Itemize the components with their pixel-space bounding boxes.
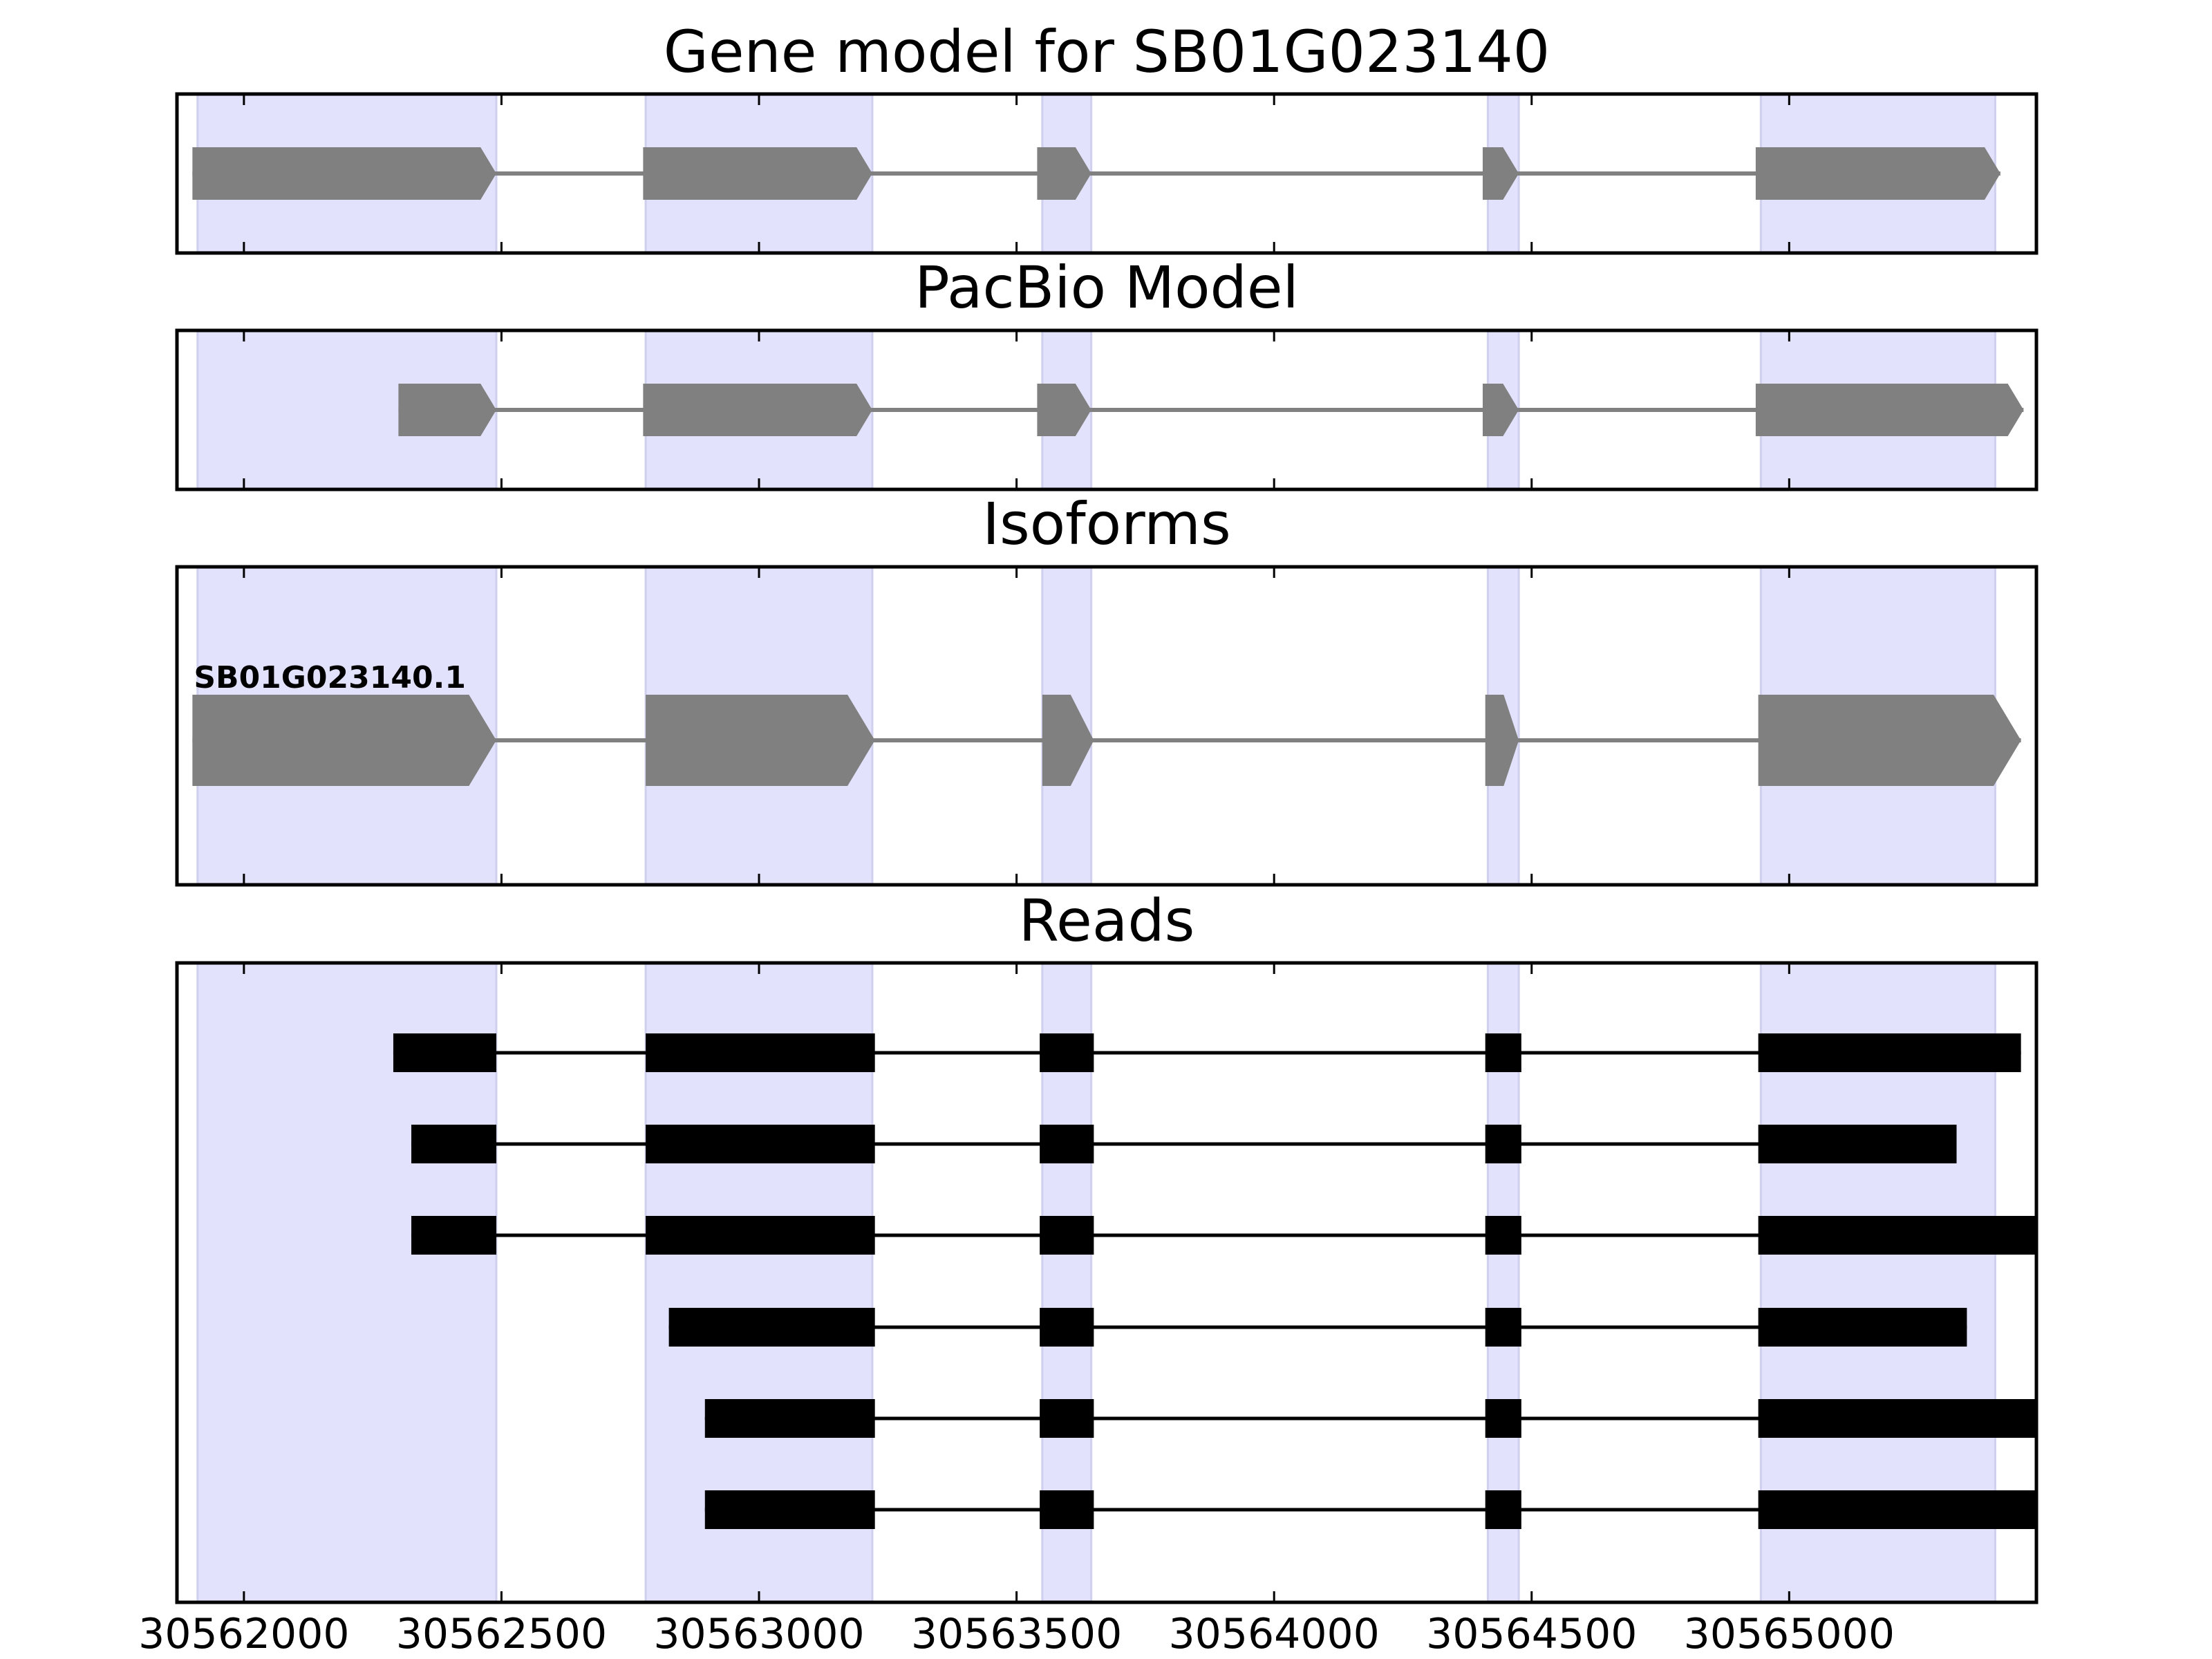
x-tick-label: 30564500 xyxy=(1426,1610,1637,1658)
exon-arrow xyxy=(1482,384,1519,436)
isoform-label: SB01G023140.1 xyxy=(194,660,466,695)
read-exon-block xyxy=(1485,1399,1521,1438)
read-exon-block xyxy=(1485,1033,1521,1072)
panel-title: PacBio Model xyxy=(915,254,1299,321)
exon-arrow xyxy=(192,147,496,200)
read-exon-block xyxy=(1485,1125,1521,1163)
exon-arrow xyxy=(192,695,496,786)
exon-arrow xyxy=(646,695,875,786)
read-exon-block xyxy=(1040,1033,1094,1072)
read-exon-block xyxy=(704,1399,875,1438)
read-track xyxy=(411,1216,2036,1255)
exon-arrow xyxy=(1037,147,1091,200)
read-track xyxy=(668,1308,1967,1347)
read-track xyxy=(393,1033,2021,1072)
read-exon-block xyxy=(704,1490,875,1529)
read-exon-block xyxy=(646,1216,875,1255)
read-exon-block xyxy=(1040,1490,1094,1529)
x-tick-label: 30565000 xyxy=(1684,1610,1895,1658)
panel-title: Gene model for SB01G023140 xyxy=(664,18,1550,86)
panel-frame xyxy=(175,565,2038,887)
exon-arrow xyxy=(643,384,872,436)
read-exon-block xyxy=(646,1125,875,1163)
model-track xyxy=(192,695,2021,786)
panel-frame xyxy=(175,328,2038,491)
panel-frame xyxy=(175,961,2038,1604)
exon-arrow xyxy=(398,384,496,436)
read-exon-block xyxy=(1758,1399,2036,1438)
read-exon-block xyxy=(1485,1216,1521,1255)
read-exon-block xyxy=(668,1308,875,1347)
read-track xyxy=(704,1399,2036,1438)
x-tick-label: 30564000 xyxy=(1168,1610,1379,1658)
read-exon-block xyxy=(411,1216,496,1255)
read-exon-block xyxy=(1485,1308,1521,1347)
read-exon-block xyxy=(1758,1216,2036,1255)
exon-arrow xyxy=(1037,384,1091,436)
panel-2: Isoforms SB01G023140.1 xyxy=(175,490,2038,887)
panel-frame xyxy=(175,92,2038,255)
model-track xyxy=(192,147,2000,200)
panel-0: Gene model for SB01G023140 xyxy=(175,18,2038,255)
exon-arrow xyxy=(1482,147,1519,200)
read-track xyxy=(411,1125,1957,1163)
read-exon-block xyxy=(1758,1125,1957,1163)
read-track xyxy=(704,1490,2036,1529)
read-exon-block xyxy=(1758,1033,2021,1072)
panel-1: PacBio Model xyxy=(175,254,2038,491)
read-exon-block xyxy=(1758,1490,2036,1529)
exon-arrow xyxy=(1758,695,2021,786)
x-tick-label: 30562000 xyxy=(138,1610,349,1658)
read-exon-block xyxy=(1040,1125,1094,1163)
panel-title: Isoforms xyxy=(982,490,1231,558)
read-exon-block xyxy=(1485,1490,1521,1529)
read-exon-block xyxy=(1758,1308,1967,1347)
panel-title: Reads xyxy=(1019,887,1195,955)
x-tick-label: 30562500 xyxy=(396,1610,607,1658)
read-exon-block xyxy=(393,1033,496,1072)
read-exon-block xyxy=(646,1033,875,1072)
panel-3: Reads xyxy=(175,887,2038,1604)
exon-arrow xyxy=(1042,695,1094,786)
exon-arrow xyxy=(643,147,872,200)
x-tick-label: 30563500 xyxy=(911,1610,1122,1658)
read-exon-block xyxy=(1040,1308,1094,1347)
read-exon-block xyxy=(1040,1216,1094,1255)
read-exon-block xyxy=(1040,1399,1094,1438)
x-tick-label: 30563000 xyxy=(653,1610,864,1658)
exon-arrow xyxy=(1755,147,2000,200)
model-track xyxy=(398,384,2024,436)
read-exon-block xyxy=(411,1125,496,1163)
exon-arrow xyxy=(1755,384,2024,436)
exon-arrow xyxy=(1485,695,1519,786)
